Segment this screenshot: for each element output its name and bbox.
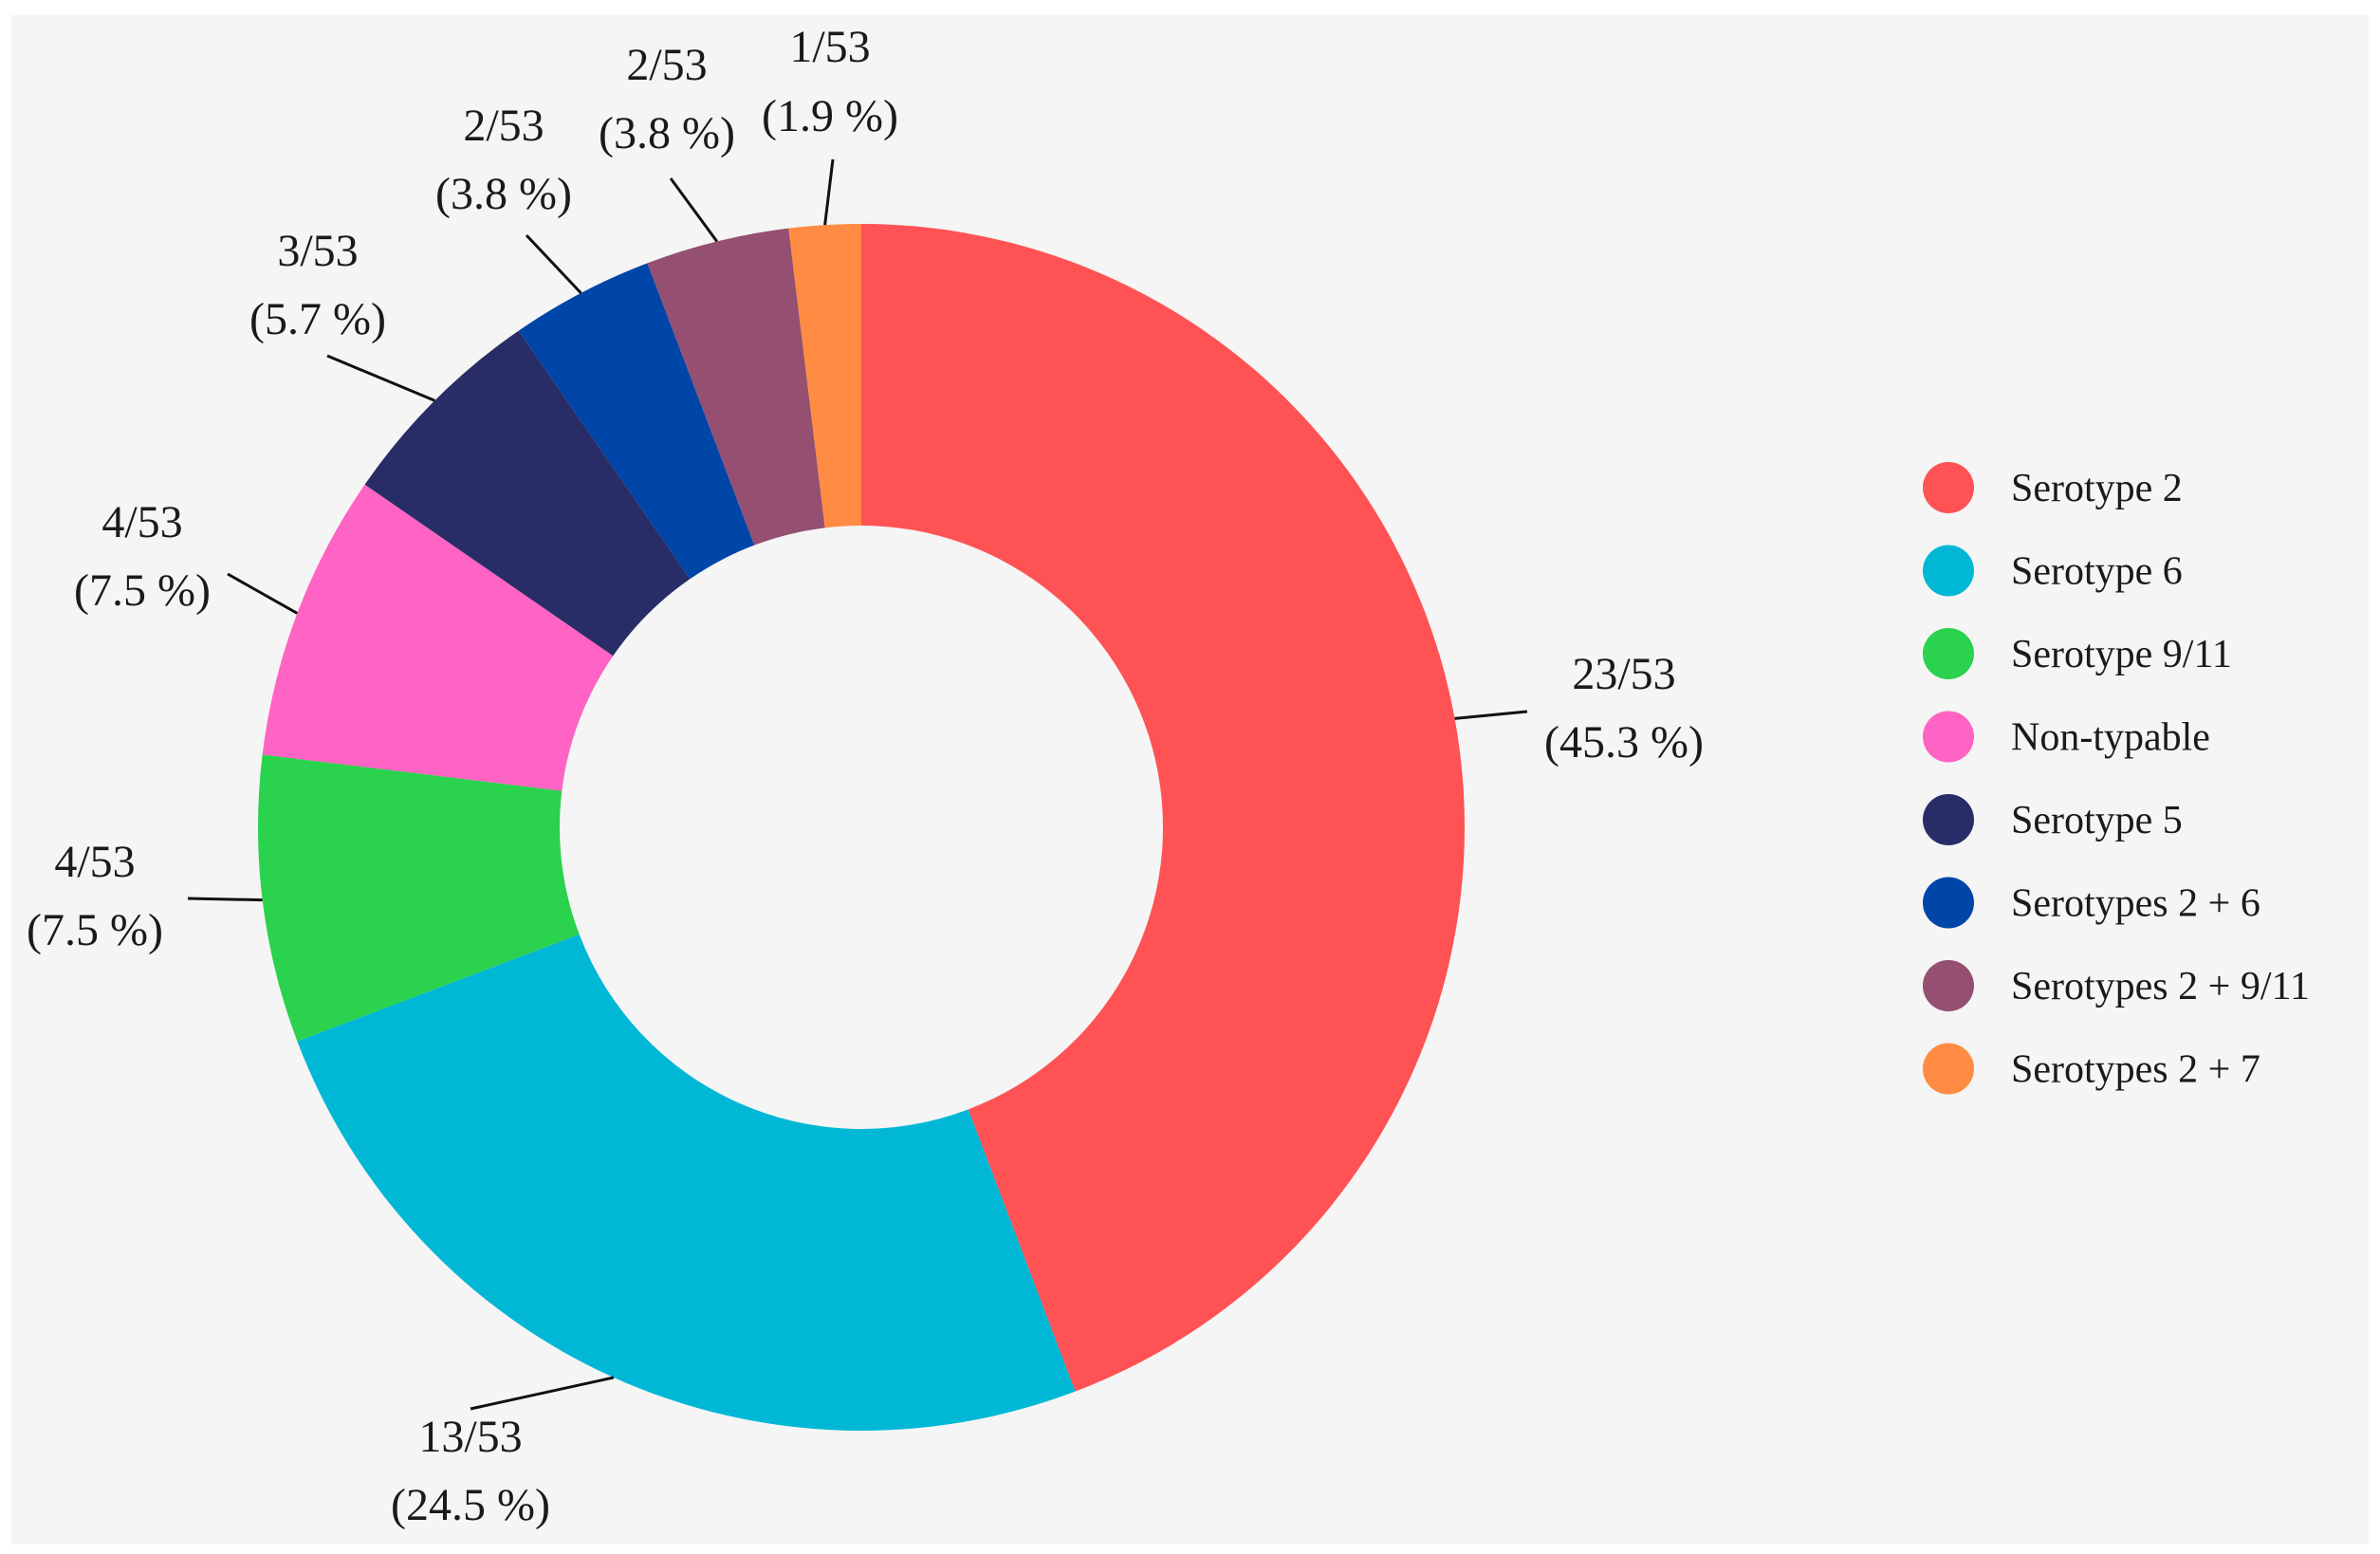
legend-item: Serotype 9/11 — [1923, 628, 2232, 679]
slice-fraction-label: 4/53 — [101, 497, 182, 547]
legend-swatch — [1923, 711, 1974, 763]
legend-item: Serotypes 2 + 9/11 — [1923, 960, 2310, 1011]
legend-item: Serotype 2 — [1923, 462, 2183, 513]
slice-percent-label: (7.5 %) — [74, 565, 211, 616]
slice-non-typable — [262, 484, 614, 791]
slice-serotype-2 — [861, 224, 1465, 1392]
legend-item: Serotypes 2 + 6 — [1923, 877, 2260, 929]
legend-swatch — [1923, 960, 1974, 1011]
slice-serotype-5 — [364, 330, 691, 657]
leader-lines-group — [187, 158, 1528, 1411]
legend-swatch — [1923, 1043, 1974, 1095]
legend-label: Serotypes 2 + 9/11 — [2011, 965, 2310, 1008]
legend-item: Serotype 5 — [1923, 794, 2183, 845]
legend-item: Serotypes 2 + 7 — [1923, 1043, 2260, 1095]
legend-swatch — [1923, 794, 1974, 845]
slice-percent-label: (7.5 %) — [27, 905, 163, 955]
slice-fraction-label: 4/53 — [54, 837, 135, 887]
slice-percent-label: (24.5 %) — [391, 1480, 550, 1530]
legend-swatch — [1923, 877, 1974, 929]
leader-line — [326, 354, 435, 402]
slice-fraction-label: 23/53 — [1572, 649, 1675, 699]
leader-line — [227, 572, 299, 615]
leader-line — [823, 158, 835, 226]
leader-line — [669, 177, 719, 243]
legend-label: Serotype 5 — [2011, 799, 2183, 842]
slice-percent-label: (45.3 %) — [1544, 717, 1704, 768]
slice-fraction-label: 1/53 — [789, 22, 870, 72]
slice-fraction-label: 2/53 — [626, 40, 707, 90]
legend-label: Serotypes 2 + 6 — [2011, 882, 2260, 926]
legend-swatch — [1923, 462, 1974, 513]
slice-percent-label: (1.9 %) — [762, 91, 898, 141]
slice-fraction-label: 13/53 — [418, 1412, 522, 1462]
leader-line — [470, 1376, 615, 1411]
leader-line — [525, 233, 582, 294]
slice-serotypes-2-6 — [518, 263, 755, 580]
legend-label: Serotypes 2 + 7 — [2011, 1048, 2260, 1092]
slices-group — [258, 224, 1465, 1431]
legend-label: Serotype 6 — [2011, 550, 2183, 594]
legend-item: Serotype 6 — [1923, 545, 2183, 597]
slice-serotypes-2-9-11 — [647, 228, 825, 546]
legend-item: Non-typable — [1923, 711, 2210, 763]
legend: Serotype 2 Serotype 6 Serotype 9/11 Non-typ… — [1923, 462, 2310, 1095]
slice-percent-label: (5.7 %) — [249, 294, 386, 344]
slice-percent-label: (3.8 %) — [599, 108, 735, 158]
slice-serotype-6 — [297, 934, 1076, 1431]
slice-serotypes-2-7 — [788, 224, 861, 528]
legend-swatch — [1923, 628, 1974, 679]
slice-fraction-label: 3/53 — [277, 226, 358, 276]
leader-line — [187, 897, 263, 902]
legend-label: Serotype 9/11 — [2011, 633, 2232, 676]
slice-labels-group: 23/53 (45.3 %) 13/53 (24.5 %) 4/53 (7.5 %) 4/5… — [27, 22, 1704, 1530]
legend-label: Serotype 2 — [2011, 467, 2183, 510]
slice-fraction-label: 2/53 — [463, 101, 544, 151]
slice-percent-label: (3.8 %) — [435, 169, 572, 219]
leader-line — [1454, 710, 1528, 720]
legend-swatch — [1923, 545, 1974, 597]
legend-label: Non-typable — [2011, 716, 2210, 760]
slice-serotype-9-11 — [258, 754, 580, 1042]
